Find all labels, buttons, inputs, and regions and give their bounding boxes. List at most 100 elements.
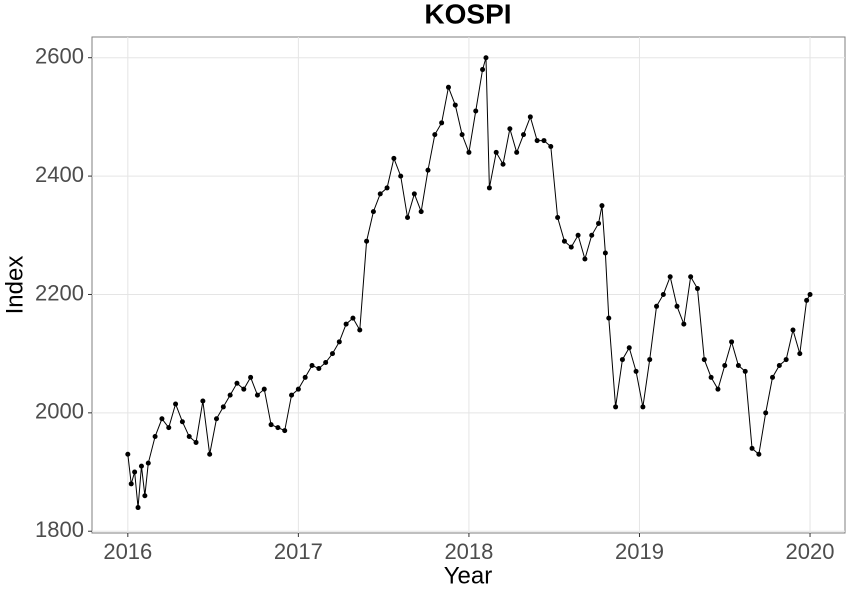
point	[568, 244, 574, 250]
point	[770, 374, 776, 380]
point	[248, 374, 254, 380]
point	[138, 463, 144, 469]
point	[200, 398, 206, 404]
point	[425, 167, 431, 173]
point	[640, 404, 646, 410]
point	[480, 67, 486, 73]
x-tick-label: 2020	[786, 539, 835, 564]
point	[391, 155, 397, 161]
point	[179, 419, 185, 425]
point	[589, 232, 595, 238]
point	[411, 191, 417, 197]
point	[214, 416, 220, 422]
point	[159, 416, 165, 422]
point	[254, 392, 260, 398]
point	[152, 434, 158, 440]
point	[660, 291, 666, 297]
y-tick-label: 2600	[35, 44, 84, 69]
point	[613, 404, 619, 410]
point	[220, 404, 226, 410]
y-tick-label: 1800	[35, 517, 84, 542]
point	[708, 374, 714, 380]
point	[521, 132, 527, 138]
point	[694, 286, 700, 292]
point	[722, 362, 728, 368]
point	[466, 149, 472, 155]
point	[329, 351, 335, 357]
point	[445, 84, 451, 90]
point	[633, 368, 639, 374]
point	[493, 149, 499, 155]
x-axis-title: Year	[444, 562, 493, 589]
point	[606, 315, 612, 321]
point	[790, 327, 796, 333]
point	[432, 132, 438, 138]
point	[135, 505, 141, 511]
point	[681, 321, 687, 327]
point	[602, 250, 608, 256]
x-tick-label: 2017	[274, 539, 323, 564]
point	[626, 345, 632, 351]
point	[807, 291, 813, 297]
point	[384, 185, 390, 191]
point	[377, 191, 383, 197]
point	[234, 380, 240, 386]
point	[561, 238, 567, 244]
point	[439, 120, 445, 126]
point	[486, 185, 492, 191]
point	[527, 114, 533, 120]
point	[186, 434, 192, 440]
point	[125, 451, 131, 457]
point	[166, 425, 172, 431]
point	[343, 321, 349, 327]
point	[674, 303, 680, 309]
point	[268, 422, 274, 428]
point	[350, 315, 356, 321]
point	[742, 368, 748, 374]
point	[128, 481, 134, 487]
point	[619, 357, 625, 363]
point	[596, 220, 602, 226]
point	[289, 392, 295, 398]
point	[309, 362, 315, 368]
point	[405, 215, 411, 221]
point	[548, 143, 554, 149]
point	[483, 55, 489, 61]
point	[207, 451, 213, 457]
point	[295, 386, 301, 392]
point	[145, 460, 151, 466]
point	[701, 357, 707, 363]
point	[227, 392, 233, 398]
point	[756, 451, 762, 457]
point	[282, 428, 288, 434]
point	[749, 445, 755, 451]
point	[797, 351, 803, 357]
point	[575, 232, 581, 238]
point	[173, 401, 179, 407]
point	[582, 256, 588, 262]
point	[357, 327, 363, 333]
point	[783, 357, 789, 363]
point	[370, 209, 376, 215]
point	[541, 138, 547, 144]
point	[688, 274, 694, 280]
point	[323, 360, 329, 366]
x-tick-label: 2019	[615, 539, 664, 564]
y-tick-label: 2000	[35, 399, 84, 424]
y-tick-label: 2400	[35, 162, 84, 187]
point	[132, 469, 138, 475]
point	[667, 274, 673, 280]
point	[473, 108, 479, 114]
point	[804, 297, 810, 303]
point	[729, 339, 735, 345]
chart-title: KOSPI	[424, 0, 511, 29]
point	[459, 132, 465, 138]
y-tick-label: 2200	[35, 280, 84, 305]
point	[599, 203, 605, 209]
point	[302, 374, 308, 380]
point	[763, 410, 769, 416]
point	[507, 126, 513, 132]
point	[452, 102, 458, 108]
point	[500, 161, 506, 167]
